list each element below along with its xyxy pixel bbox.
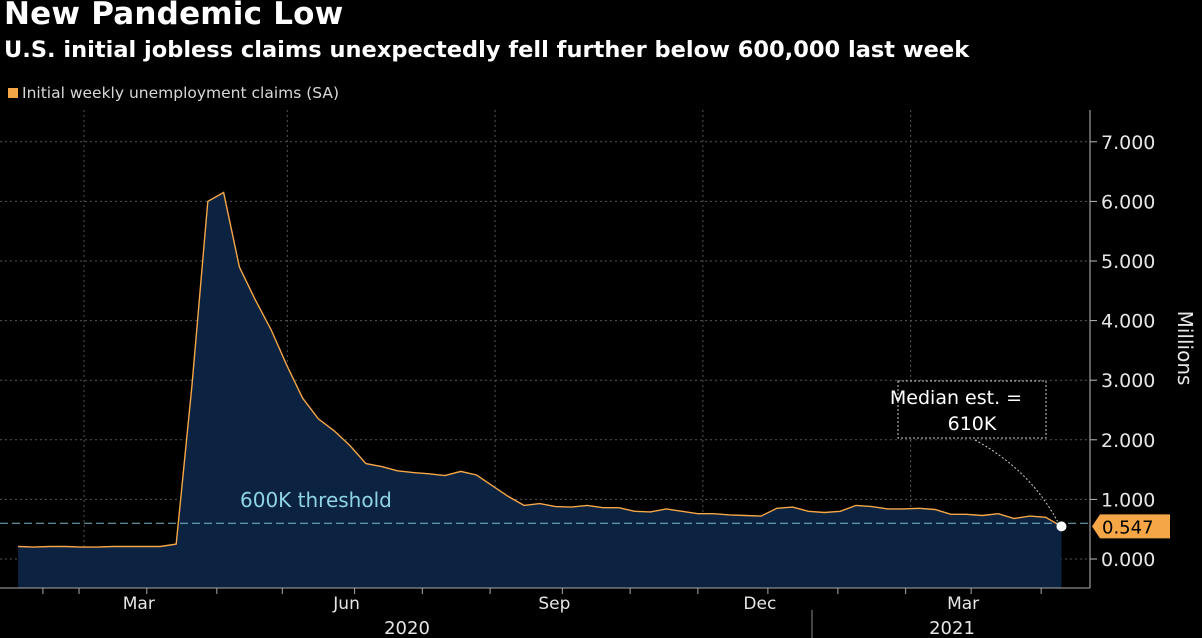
y-tick-label: 5.000 bbox=[1101, 251, 1155, 273]
threshold-label: 600K threshold bbox=[240, 488, 392, 512]
series-line bbox=[18, 191, 1062, 548]
last-point-marker bbox=[1056, 521, 1067, 532]
y-tick-label: 3.000 bbox=[1101, 370, 1155, 392]
y-tick-label: 4.000 bbox=[1101, 311, 1155, 333]
y-tick-label: 0.000 bbox=[1101, 549, 1155, 571]
chart-title: New Pandemic Low bbox=[4, 0, 344, 32]
area-layer bbox=[18, 191, 1062, 588]
x-tick-label: Dec bbox=[743, 594, 776, 614]
annotation-box bbox=[897, 380, 1047, 439]
y-axis-unit-label: Millions bbox=[1173, 311, 1197, 386]
annotation-layer: 600K threshold 0.547 Median est. = 610K bbox=[0, 380, 1170, 539]
legend-label: Initial weekly unemployment claims (SA) bbox=[22, 84, 340, 102]
chart-subtitle: U.S. initial jobless claims unexpectedly… bbox=[4, 37, 970, 63]
x-tick-label: Jun bbox=[332, 594, 360, 614]
last-value-box bbox=[1092, 514, 1170, 539]
y-tick-label: 7.000 bbox=[1101, 132, 1155, 154]
x-tick-label: Mar bbox=[123, 594, 155, 614]
y-tick-label: 2.000 bbox=[1101, 430, 1155, 452]
series-area bbox=[18, 192, 1062, 588]
annotation-leader bbox=[974, 439, 1058, 522]
annotation-line-1: Median est. = bbox=[890, 387, 1022, 409]
x-tick-label: Sep bbox=[538, 594, 570, 614]
legend: Initial weekly unemployment claims (SA) bbox=[8, 84, 339, 102]
annotation-line-2: 610K bbox=[948, 413, 997, 435]
y-tick-label: 1.000 bbox=[1101, 489, 1155, 511]
x-tick-label: Mar bbox=[947, 594, 979, 614]
y-tick-label: 6.000 bbox=[1101, 191, 1155, 213]
year-label-2020: 2020 bbox=[384, 618, 430, 638]
axis-layer: 7.000 6.000 5.000 4.000 3.000 2.000 1.000 0.000… bbox=[0, 110, 1197, 638]
year-label-2021: 2021 bbox=[929, 618, 975, 638]
legend-swatch bbox=[8, 88, 18, 98]
last-value-label: 0.547 bbox=[1102, 517, 1154, 538]
